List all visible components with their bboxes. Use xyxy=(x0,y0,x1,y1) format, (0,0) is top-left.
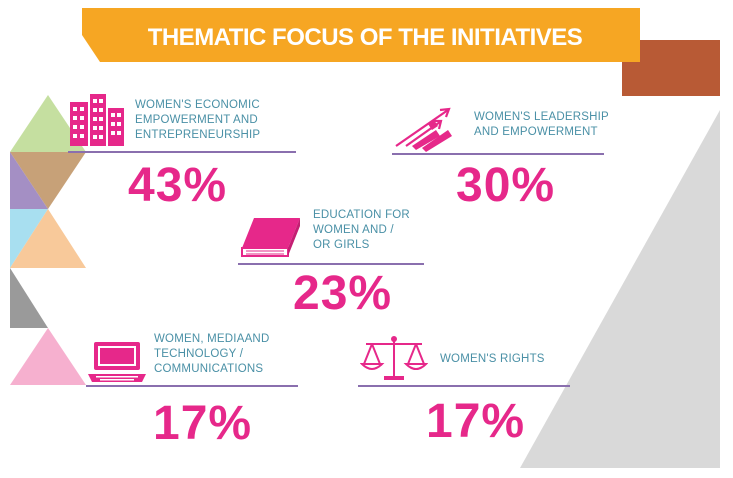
triangle-tan xyxy=(10,152,86,209)
triangle-pink xyxy=(10,328,86,385)
label-line: COMMUNICATIONS xyxy=(154,363,264,375)
book-icon xyxy=(241,218,300,257)
triangle-green xyxy=(10,95,86,152)
triangle-peach xyxy=(10,209,86,268)
banner-accent-shape xyxy=(622,40,720,96)
label-line: EDUCATION FOR xyxy=(313,209,410,221)
side-grey-shape xyxy=(520,110,720,468)
item-percent: 17% xyxy=(426,395,526,448)
divider xyxy=(68,151,296,153)
item-percent: 30% xyxy=(456,159,556,212)
label-line: OR GIRLS xyxy=(313,239,370,251)
banner-shape xyxy=(82,8,640,62)
item-label: WOMEN, MEDIAAND TECHNOLOGY / COMMUNICATI… xyxy=(154,332,269,377)
item-percent: 23% xyxy=(293,267,393,320)
divider xyxy=(392,153,604,155)
label-line: WOMEN, MEDIAAND xyxy=(154,333,270,345)
item-label: EDUCATION FOR WOMEN AND / OR GIRLS xyxy=(313,208,410,253)
label-line: EMPOWERMENT AND xyxy=(135,114,258,126)
label-line: WOMEN'S ECONOMIC xyxy=(135,99,260,111)
divider xyxy=(86,385,298,387)
divider xyxy=(358,385,570,387)
item-label: WOMEN'S ECONOMIC EMPOWERMENT AND ENTREPR… xyxy=(135,98,260,143)
divider xyxy=(238,263,424,265)
title-banner: THEMATIC FOCUS OF THE INITIATIVES xyxy=(82,8,642,62)
label-line: WOMEN'S RIGHTS xyxy=(440,353,545,365)
triangle-grey xyxy=(10,268,48,328)
label-line: WOMEN'S LEADERSHIP xyxy=(474,111,609,123)
arrows-up-icon xyxy=(395,107,452,152)
item-percent: 43% xyxy=(128,159,228,212)
buildings-icon xyxy=(70,94,124,146)
label-line: ENTREPRENEURSHIP xyxy=(135,129,261,141)
triangle-purple xyxy=(10,152,48,209)
label-line: TECHNOLOGY / xyxy=(154,348,244,360)
page-title: THEMATIC FOCUS OF THE INITIATIVES xyxy=(147,24,583,51)
item-percent: 17% xyxy=(153,397,253,450)
laptop-icon xyxy=(88,342,146,382)
label-line: WOMEN AND / xyxy=(313,224,394,236)
item-label: WOMEN'S RIGHTS xyxy=(440,352,545,367)
label-line: AND EMPOWERMENT xyxy=(474,126,598,138)
scales-icon xyxy=(360,336,428,380)
item-label: WOMEN'S LEADERSHIP AND EMPOWERMENT xyxy=(474,110,609,140)
